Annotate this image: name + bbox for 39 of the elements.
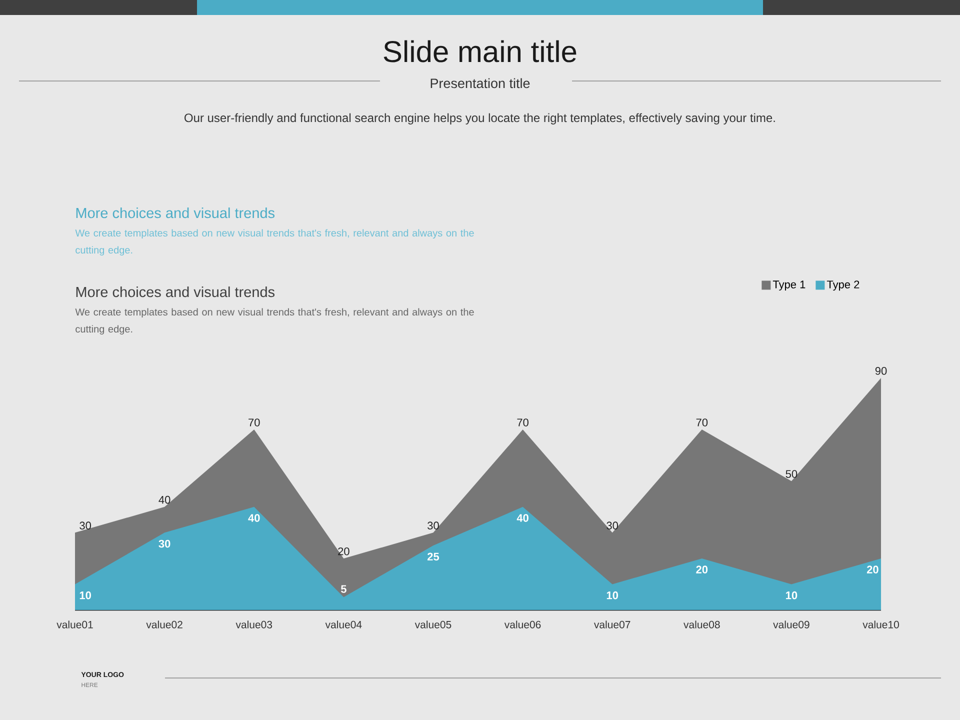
x-tick-label: value03	[236, 620, 272, 628]
data-label: 40	[158, 496, 170, 504]
data-label: 30	[428, 522, 439, 530]
data-label: 20	[866, 566, 878, 574]
x-tick-label: value06	[504, 620, 541, 628]
data-label: 40	[516, 514, 528, 522]
x-tick-label: value08	[684, 620, 720, 628]
x-tick-label: value09	[773, 620, 810, 628]
data-label: 20	[696, 566, 708, 574]
data-label: 70	[248, 418, 260, 426]
text: We create templates based on new visual trends that's fresh, relevant and always on the cutting edge.	[75, 308, 474, 335]
data-label: 30	[158, 540, 170, 548]
x-tick-label: value01	[56, 620, 93, 628]
data-label: 50	[786, 470, 798, 478]
text: We create templates based on new visual trends that's fresh, relevant and always on the cutting edge.	[75, 229, 474, 256]
legend-label: Type 1	[772, 280, 806, 291]
text: More choices and visual trends	[76, 207, 275, 218]
data-label: 25	[427, 552, 440, 561]
data-label: 40	[248, 514, 260, 522]
x-tick-label: value05	[414, 620, 452, 628]
chart-title: Slide main title	[384, 40, 576, 62]
data-label: 90	[875, 367, 887, 375]
x-tick-label: value02	[146, 620, 182, 628]
data-label: 30	[80, 522, 91, 530]
x-tick-label: value04	[325, 620, 362, 628]
data-label: 10	[786, 591, 798, 600]
text: Our user-friendly and functional search engine helps you locate the right templates, effectively saving your time.	[184, 113, 775, 124]
legend-label: Type 2	[826, 280, 860, 291]
data-label: 30	[606, 522, 618, 530]
data-label: 70	[517, 418, 528, 426]
text: More choices and visual trends	[76, 286, 275, 298]
x-tick-label: value07	[594, 620, 630, 628]
data-label: 20	[338, 547, 350, 556]
data-label: 10	[80, 591, 91, 600]
data-label: 5	[340, 585, 346, 593]
data-label: 10	[606, 591, 618, 600]
data-label: 70	[696, 418, 708, 426]
chart-subtitle: Presentation title	[430, 78, 530, 88]
x-tick-label: value10	[862, 620, 899, 628]
